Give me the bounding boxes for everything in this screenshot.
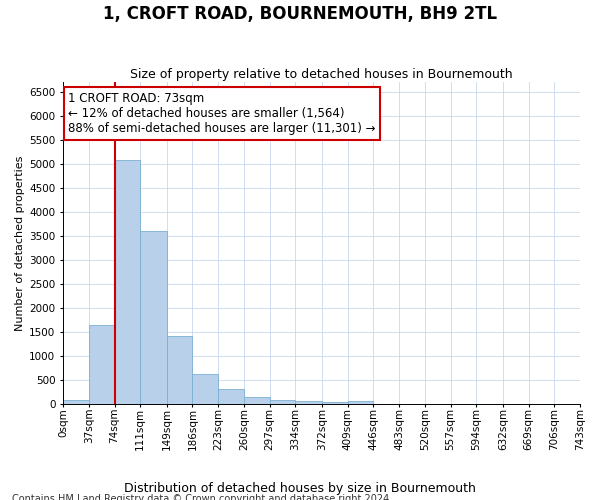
- Bar: [63, 400, 89, 404]
- Bar: [244, 396, 269, 404]
- Title: Size of property relative to detached houses in Bournemouth: Size of property relative to detached ho…: [130, 68, 513, 81]
- Bar: [140, 232, 167, 404]
- Bar: [269, 400, 295, 404]
- Text: 1, CROFT ROAD, BOURNEMOUTH, BH9 2TL: 1, CROFT ROAD, BOURNEMOUTH, BH9 2TL: [103, 5, 497, 23]
- Bar: [295, 402, 322, 404]
- Bar: [115, 160, 140, 404]
- Bar: [347, 401, 373, 404]
- Bar: [218, 390, 244, 404]
- Text: Distribution of detached houses by size in Bournemouth: Distribution of detached houses by size …: [124, 482, 476, 495]
- Bar: [167, 336, 193, 404]
- Text: 1 CROFT ROAD: 73sqm
← 12% of detached houses are smaller (1,564)
88% of semi-det: 1 CROFT ROAD: 73sqm ← 12% of detached ho…: [68, 92, 376, 135]
- Bar: [322, 402, 347, 404]
- Y-axis label: Number of detached properties: Number of detached properties: [15, 155, 25, 330]
- Bar: [89, 324, 115, 404]
- Bar: [193, 374, 218, 404]
- Text: Contains HM Land Registry data © Crown copyright and database right 2024.: Contains HM Land Registry data © Crown c…: [12, 494, 392, 500]
